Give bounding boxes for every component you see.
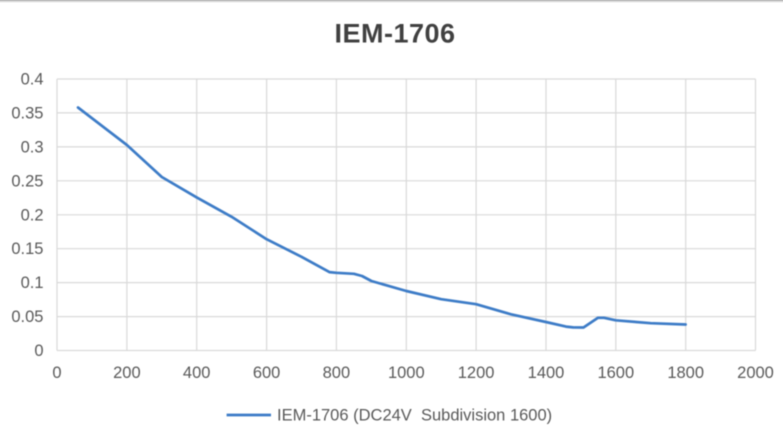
svg-text:400: 400 xyxy=(183,364,211,382)
svg-text:0.1: 0.1 xyxy=(21,274,44,292)
svg-text:1000: 1000 xyxy=(388,364,425,382)
svg-text:0.2: 0.2 xyxy=(21,206,44,224)
svg-text:0.4: 0.4 xyxy=(21,71,44,89)
svg-text:0.25: 0.25 xyxy=(11,172,43,190)
svg-text:0.35: 0.35 xyxy=(11,104,43,122)
svg-text:0: 0 xyxy=(34,342,43,360)
svg-text:2000: 2000 xyxy=(737,364,774,382)
svg-text:600: 600 xyxy=(253,364,281,382)
svg-text:1200: 1200 xyxy=(458,364,495,382)
svg-text:0.3: 0.3 xyxy=(21,138,44,156)
svg-text:IEM-1706: IEM-1706 xyxy=(334,19,455,49)
svg-text:1800: 1800 xyxy=(667,364,704,382)
svg-text:1600: 1600 xyxy=(597,364,634,382)
svg-text:1400: 1400 xyxy=(528,364,565,382)
svg-text:0.05: 0.05 xyxy=(11,308,43,326)
svg-text:IEM-1706 (DC24V Subdivision 1: IEM-1706 (DC24V Subdivision 1600) xyxy=(277,407,552,425)
svg-text:200: 200 xyxy=(113,364,141,382)
svg-text:0: 0 xyxy=(52,364,61,382)
svg-text:0.15: 0.15 xyxy=(11,240,43,258)
svg-text:800: 800 xyxy=(323,364,351,382)
